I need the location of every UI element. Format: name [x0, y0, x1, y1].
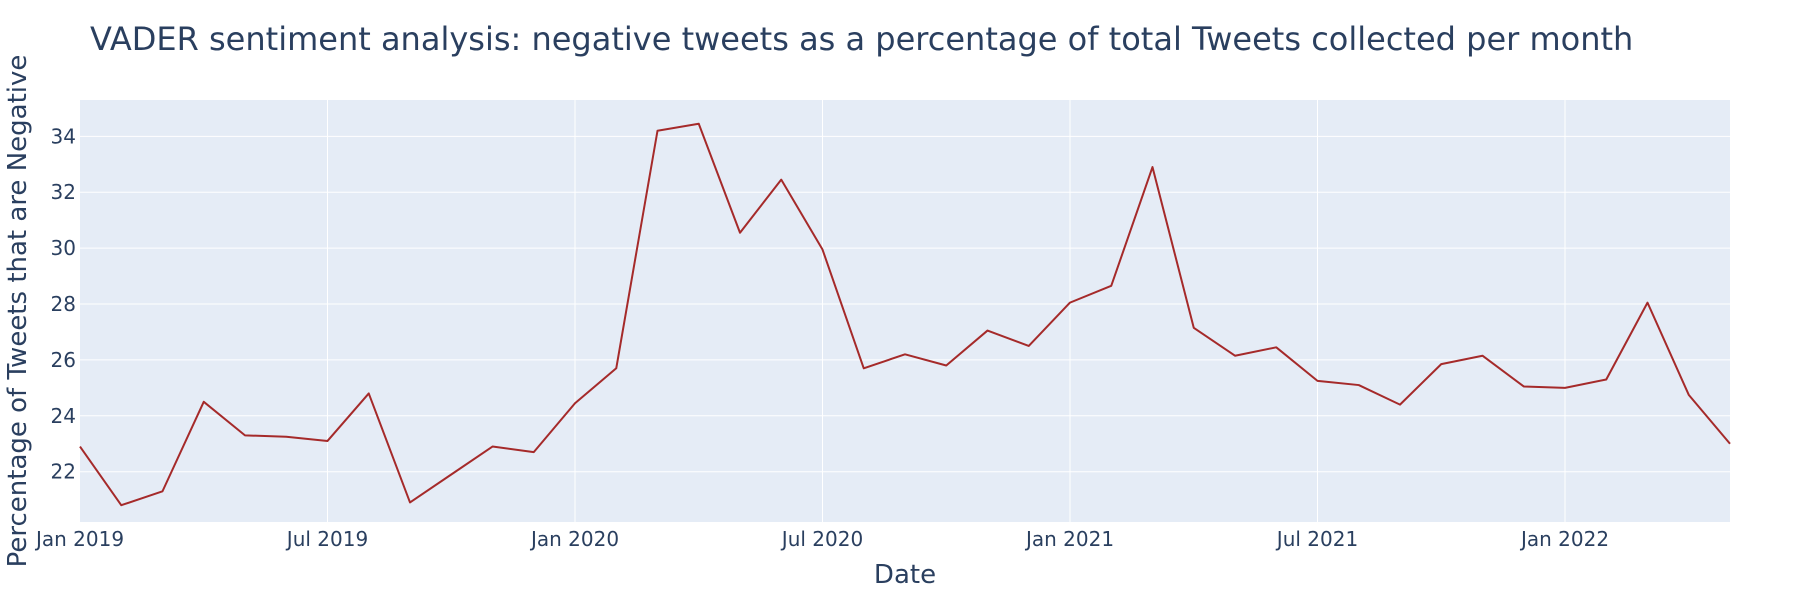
y-tick-label: 28 — [51, 292, 76, 316]
y-tick-label: 34 — [51, 124, 76, 148]
y-tick-label: 24 — [51, 404, 76, 428]
grid — [80, 100, 1730, 522]
x-tick-label: Jan 2019 — [34, 527, 124, 551]
x-tick-label: Jan 2022 — [1519, 527, 1609, 551]
x-axis-ticks: Jan 2019 Jul 2019 Jan 2020 Jul 2020 Jan 2021… — [34, 527, 1609, 551]
y-tick-label: 22 — [51, 460, 76, 484]
y-tick-label: 30 — [51, 236, 76, 260]
chart-title: VADER sentiment analysis: negative tweet… — [90, 20, 1633, 58]
series-line — [79, 122, 1731, 507]
x-tick-label: Jul 2019 — [285, 527, 368, 551]
y-axis-title: Percentage of Tweets that are Negative — [3, 55, 33, 568]
y-axis-ticks: 22 24 26 28 30 32 34 — [51, 124, 76, 483]
x-tick-label: Jul 2021 — [1275, 527, 1358, 551]
series-layer — [79, 122, 1731, 507]
plot-area — [80, 100, 1730, 522]
y-tick-label: 26 — [51, 348, 76, 372]
x-tick-label: Jul 2020 — [780, 527, 863, 551]
x-axis-title: Date — [874, 560, 936, 590]
x-tick-label: Jan 2021 — [1024, 527, 1114, 551]
y-tick-label: 32 — [51, 180, 76, 204]
x-tick-label: Jan 2020 — [529, 527, 619, 551]
